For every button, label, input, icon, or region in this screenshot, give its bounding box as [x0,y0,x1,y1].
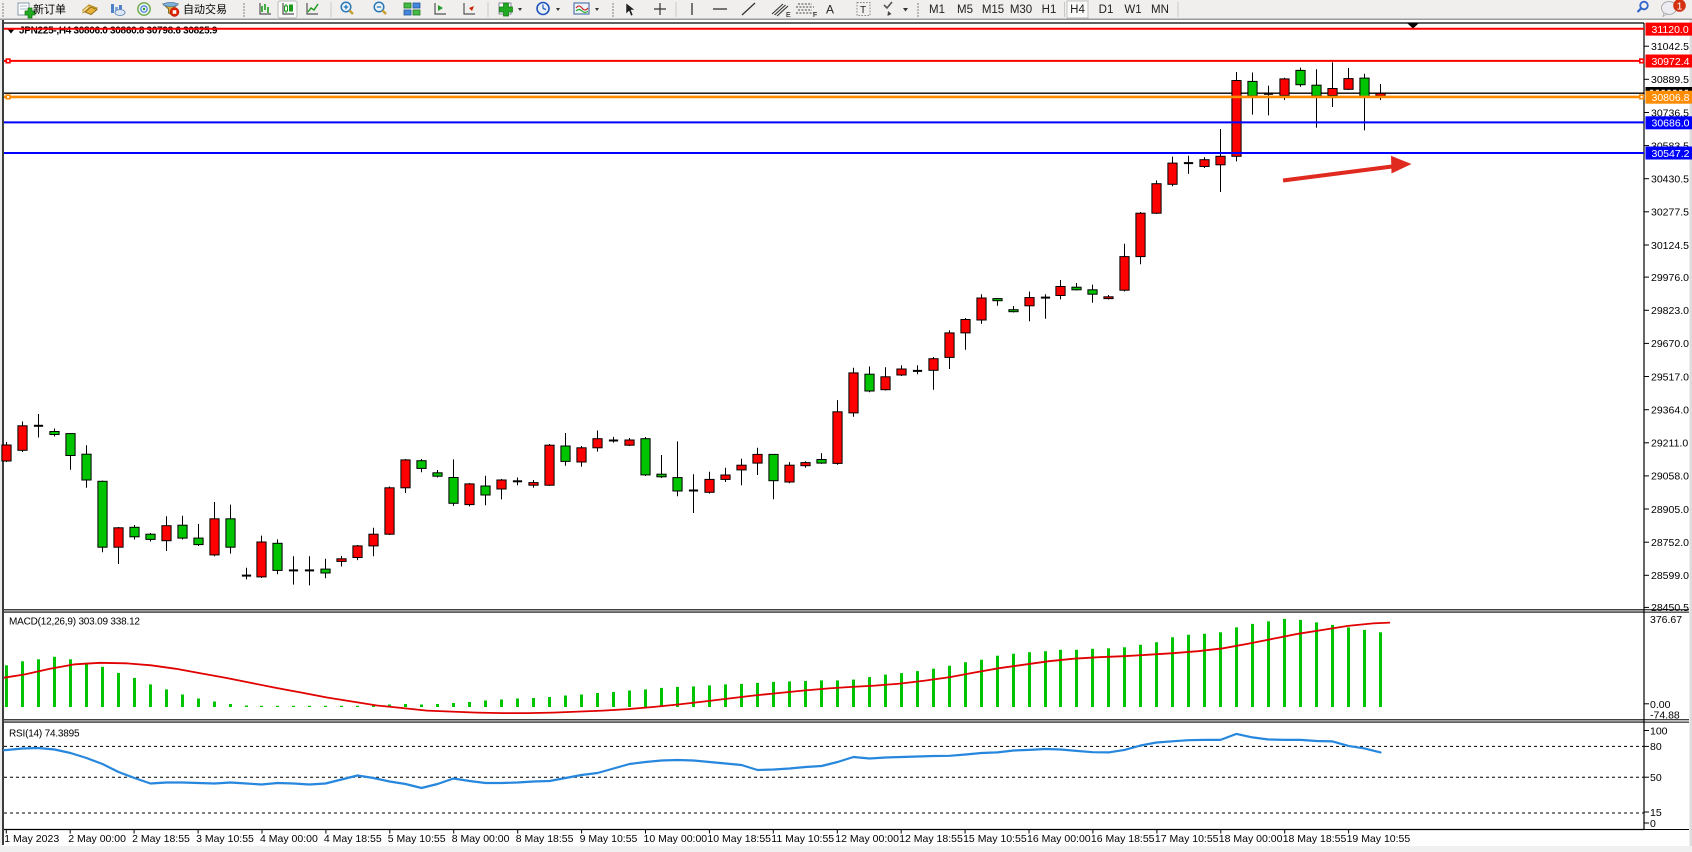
svg-text:12 May 18:55: 12 May 18:55 [899,833,963,845]
svg-text:30686.0: 30686.0 [1652,118,1690,130]
svg-text:2 May 00:00: 2 May 00:00 [68,833,126,845]
svg-text:376.67: 376.67 [1650,614,1682,626]
svg-text:10 May 18:55: 10 May 18:55 [707,833,771,845]
svg-text:30889.5: 30889.5 [1651,74,1689,86]
svg-text:29211.0: 29211.0 [1651,438,1688,450]
svg-text:10 May 00:00: 10 May 00:00 [644,833,708,845]
svg-text:新订单: 新订单 [33,2,66,16]
svg-text:E: E [786,12,791,19]
svg-text:MN: MN [1151,4,1169,16]
svg-text:M15: M15 [982,4,1004,16]
svg-text:MACD(12,26,9) 303.09 338.12: MACD(12,26,9) 303.09 338.12 [9,617,140,628]
svg-text:30277.5: 30277.5 [1651,207,1689,219]
svg-text:RSI(14) 74.3895: RSI(14) 74.3895 [9,729,80,740]
svg-text:F: F [813,12,817,19]
svg-text:-74.88: -74.88 [1650,709,1680,721]
svg-text:28752.0: 28752.0 [1651,537,1689,549]
svg-text:12 May 00:00: 12 May 00:00 [835,833,899,845]
svg-text:0.00: 0.00 [1650,699,1671,711]
svg-text:30972.4: 30972.4 [1652,56,1690,68]
svg-text:2 May 18:55: 2 May 18:55 [132,833,190,845]
svg-text:15 May 10:55: 15 May 10:55 [963,833,1027,845]
svg-text:29364.0: 29364.0 [1651,405,1689,417]
svg-text:29823.0: 29823.0 [1651,305,1689,317]
svg-text:M5: M5 [957,4,973,16]
svg-text:15: 15 [1650,807,1662,819]
svg-text:28450.5: 28450.5 [1651,602,1689,614]
svg-text:17 May 10:55: 17 May 10:55 [1155,833,1219,845]
svg-text:8 May 00:00: 8 May 00:00 [452,833,510,845]
svg-text:8 May 18:55: 8 May 18:55 [516,833,574,845]
svg-text:80: 80 [1650,741,1662,753]
svg-text:自动交易: 自动交易 [183,2,227,16]
svg-text:28599.0: 28599.0 [1651,570,1689,582]
svg-text:M1: M1 [929,4,945,16]
svg-text:16 May 18:55: 16 May 18:55 [1091,833,1155,845]
svg-text:H4: H4 [1070,4,1085,16]
svg-text:19 May 10:55: 19 May 10:55 [1347,833,1411,845]
svg-text:16 May 00:00: 16 May 00:00 [1027,833,1091,845]
svg-text:M30: M30 [1010,4,1032,16]
svg-text:18 May 00:00: 18 May 00:00 [1219,833,1283,845]
svg-text:11 May 10:55: 11 May 10:55 [771,833,834,845]
svg-text:9 May 10:55: 9 May 10:55 [580,833,638,845]
svg-text:18 May 18:55: 18 May 18:55 [1283,833,1347,845]
svg-text:29670.0: 29670.0 [1651,338,1689,350]
svg-text:30430.5: 30430.5 [1651,174,1689,186]
svg-text:29976.0: 29976.0 [1651,272,1689,284]
svg-text:100: 100 [1650,725,1668,737]
svg-text:29517.0: 29517.0 [1651,371,1689,383]
svg-text:3 May 10:55: 3 May 10:55 [196,833,254,845]
svg-text:4 May 18:55: 4 May 18:55 [324,833,382,845]
svg-text:A: A [826,3,834,17]
svg-text:30806.8: 30806.8 [1652,92,1690,104]
svg-text:1 May 2023: 1 May 2023 [4,833,59,845]
svg-text:1: 1 [1677,1,1683,13]
svg-text:5 May 10:55: 5 May 10:55 [388,833,446,845]
svg-text:W1: W1 [1124,4,1141,16]
svg-text:28905.0: 28905.0 [1651,504,1689,516]
svg-text:T: T [860,5,866,16]
svg-text:50: 50 [1650,772,1662,784]
svg-text:D1: D1 [1099,4,1114,16]
svg-text:31120.0: 31120.0 [1652,24,1689,36]
svg-text:JPN225-,H4 30806.0 30860.8 30: JPN225-,H4 30806.0 30860.8 30798.6 30825… [19,26,218,37]
svg-text:30547.2: 30547.2 [1652,148,1690,160]
svg-text:0: 0 [1650,818,1656,830]
svg-text:30124.5: 30124.5 [1651,240,1689,252]
svg-text:31042.5: 31042.5 [1651,41,1689,53]
svg-text:H1: H1 [1042,4,1057,16]
svg-text:29058.0: 29058.0 [1651,471,1689,483]
svg-text:4 May 00:00: 4 May 00:00 [260,833,318,845]
